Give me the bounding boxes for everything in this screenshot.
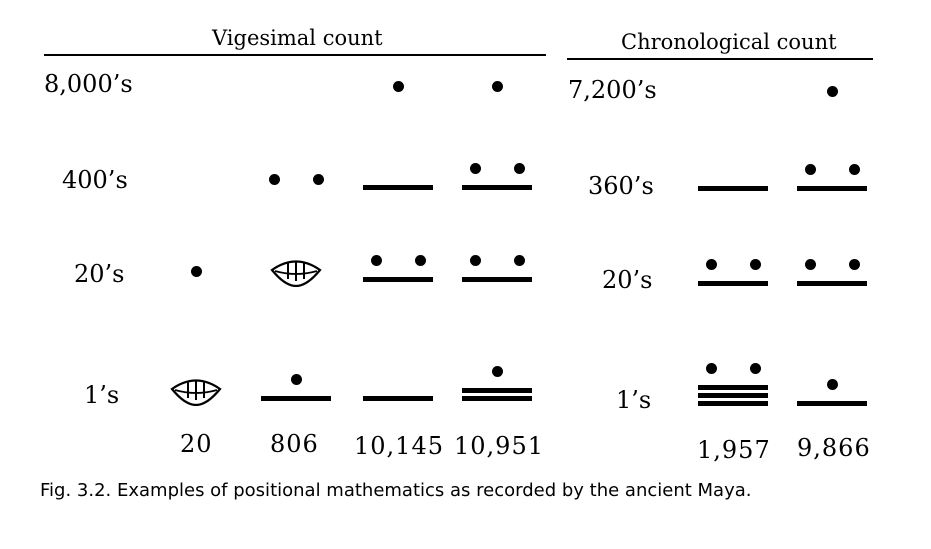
chr-1-place-2-dot xyxy=(749,258,761,270)
chronological-rule xyxy=(567,58,873,60)
vig-1-place-3-zero-shell-icon xyxy=(170,379,222,406)
chr-value-1: 1,957 xyxy=(697,436,771,464)
chr-value-2: 9,866 xyxy=(797,434,871,462)
vig-value-2: 806 xyxy=(270,430,319,458)
chr-2-place-2-dot xyxy=(848,258,860,270)
vig-2-place-2-zero-shell-icon xyxy=(270,260,322,287)
vig-2-place-1-dot xyxy=(312,174,324,185)
vig-4-place-1-dot xyxy=(513,162,525,174)
chr-1-place-3-bar xyxy=(698,401,768,406)
vig-4-place-2-dot xyxy=(469,254,481,266)
vig-4-place-2-bar xyxy=(462,277,532,282)
vig-place-20: 20’s xyxy=(74,260,125,288)
vig-4-place-3-bar xyxy=(462,396,532,401)
chr-place-7200: 7,200’s xyxy=(568,76,657,104)
chr-place-20: 20’s xyxy=(602,266,653,294)
vig-place-400: 400’s xyxy=(62,166,128,194)
vig-2-place-3-bar xyxy=(261,396,331,401)
chr-1-place-3-bar xyxy=(698,393,768,398)
chr-1-place-3-dot xyxy=(749,362,761,374)
vig-3-place-3-bar xyxy=(363,396,433,401)
figure-caption: Fig. 3.2. Examples of positional mathema… xyxy=(40,480,752,501)
chr-2-place-3-dot xyxy=(826,378,838,390)
vigesimal-header: Vigesimal count xyxy=(212,26,383,50)
vig-4-place-1-dot xyxy=(469,162,481,174)
vig-4-place-0-dot xyxy=(491,81,503,92)
vig-3-place-1-bar xyxy=(363,185,433,190)
vig-place-1: 1’s xyxy=(84,381,120,409)
chronological-header: Chronological count xyxy=(621,30,837,54)
vig-1-place-2-dot xyxy=(190,266,202,277)
vig-place-8000: 8,000’s xyxy=(44,70,133,98)
vig-4-place-3-bar xyxy=(462,388,532,393)
chr-2-place-1-bar xyxy=(797,186,867,191)
vig-2-place-1-dot xyxy=(268,174,280,185)
vig-2-place-3-dot xyxy=(290,373,302,385)
chr-1-place-2-bar xyxy=(698,281,768,286)
vig-4-place-2-dot xyxy=(513,254,525,266)
vig-value-3: 10,145 xyxy=(354,432,444,460)
vig-3-place-2-dot xyxy=(414,254,426,266)
chr-1-place-3-dot xyxy=(705,362,717,374)
chr-2-place-2-bar xyxy=(797,281,867,286)
chr-1-place-2-dot xyxy=(705,258,717,270)
chr-1-place-1-bar xyxy=(698,186,768,191)
vig-value-4: 10,951 xyxy=(454,432,544,460)
chr-2-place-1-dot xyxy=(848,163,860,175)
vig-value-1: 20 xyxy=(180,430,213,458)
vig-4-place-3-dot xyxy=(491,365,503,377)
chr-1-place-3-bar xyxy=(698,385,768,390)
vig-3-place-2-dot xyxy=(370,254,382,266)
vig-3-place-2-bar xyxy=(363,277,433,282)
chr-2-place-0-dot xyxy=(826,86,838,97)
chr-place-360: 360’s xyxy=(588,172,654,200)
chr-2-place-3-bar xyxy=(797,401,867,406)
vig-4-place-1-bar xyxy=(462,185,532,190)
chr-place-1: 1’s xyxy=(616,386,652,414)
vigesimal-rule xyxy=(44,54,546,56)
chr-2-place-2-dot xyxy=(804,258,816,270)
vig-3-place-0-dot xyxy=(392,81,404,92)
chr-2-place-1-dot xyxy=(804,163,816,175)
